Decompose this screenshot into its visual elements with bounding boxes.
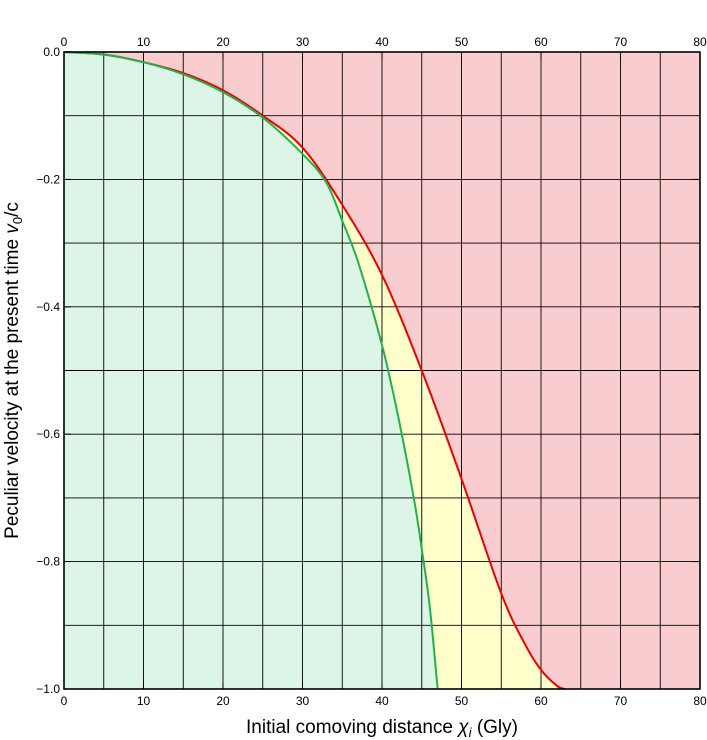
y-axis-title-subscript: 0 [10,217,25,224]
x-tick-label: 10 [137,694,151,708]
y-axis-title-symbol: v [2,223,23,234]
series-lines [63,51,566,690]
x-tick-label: 50 [455,694,469,708]
y-tick-label: −0.2 [36,172,60,186]
x-tick-label: 40 [375,694,389,708]
x-tick-label-top: 0 [61,35,68,49]
x-tick-label: 70 [614,694,628,708]
x-tick-label: 80 [693,694,707,708]
y-tick-label: −0.4 [36,300,60,314]
x-tick-label-top: 60 [534,35,548,49]
y-tick-label: 0.0 [43,45,60,59]
x-tick-label: 20 [216,694,230,708]
x-tick-label-top: 80 [693,35,707,49]
x-tick-label-top: 40 [375,35,389,49]
x-axis-title-subscript: i [469,725,473,740]
y-axis-title-main: Peculiar velocity at the present time [2,234,23,539]
x-tick-label-top: 70 [614,35,628,49]
x-tick-label: 30 [296,694,310,708]
series-line-green [63,51,439,690]
x-tick-label: 60 [534,694,548,708]
tick-marks [63,51,701,690]
y-tick-label: −0.8 [36,555,60,569]
x-axis-title-unit: (Gly) [472,717,518,738]
x-axis-title: Initial comoving distance χi (Gly) [246,717,518,740]
x-axis-title-main: Initial comoving distance [246,717,458,738]
y-axis-title-tail: /c [2,202,23,217]
y-tick-label: −0.6 [36,427,60,441]
x-tick-label: 0 [61,694,68,708]
x-tick-label-top: 20 [216,35,230,49]
y-axis-title: Peculiar velocity at the present time v0… [2,202,25,539]
grid-lines [64,52,700,689]
x-axis-title-symbol: χ [456,717,469,738]
x-tick-label-top: 50 [455,35,469,49]
y-tick-label: −1.0 [36,682,60,696]
x-tick-label-top: 30 [296,35,310,49]
x-tick-label-top: 10 [137,35,151,49]
tick-labels: 0 0 10 10 20 20 30 30 40 40 50 50 60 60 70 70 80 80 0.0 −0.… [36,35,707,708]
